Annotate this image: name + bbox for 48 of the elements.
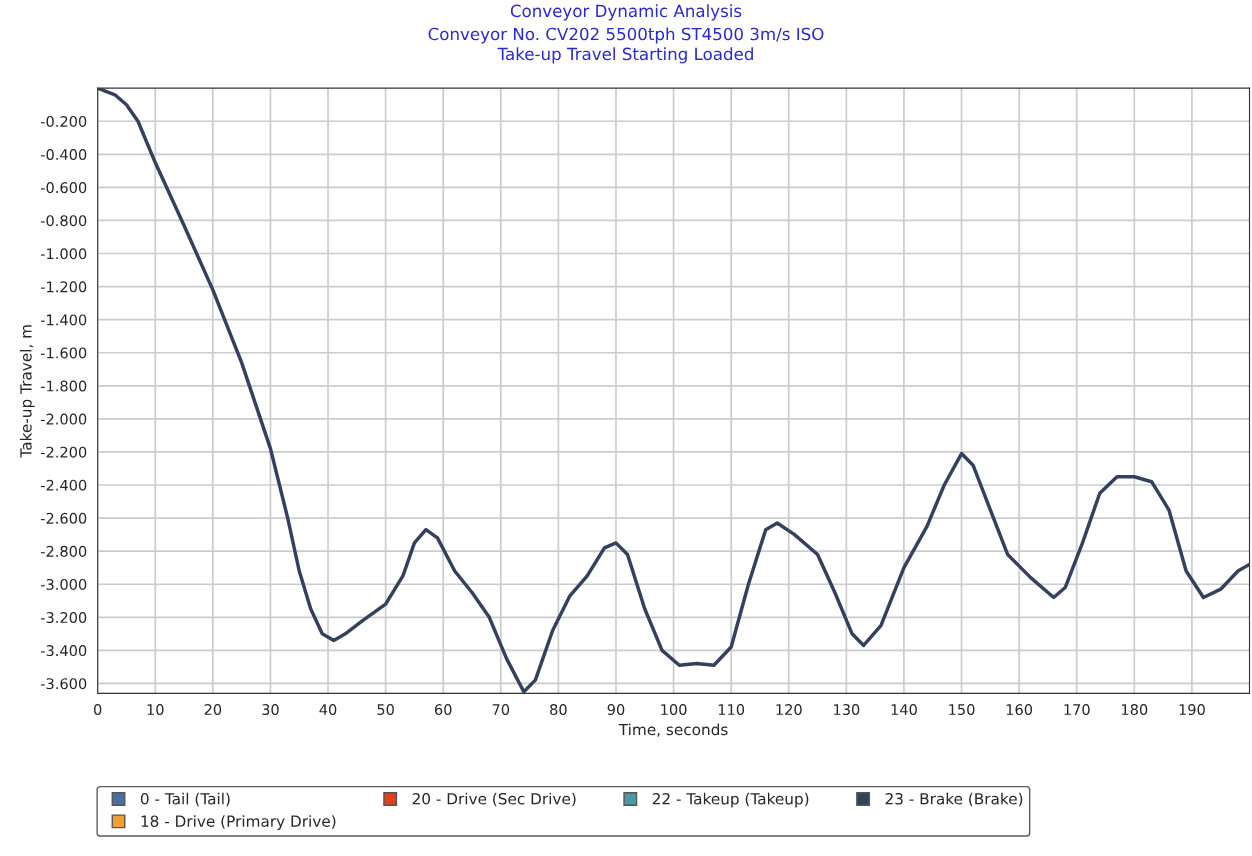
x-tick-label: 40	[319, 704, 337, 716]
x-tick-label: 140	[891, 704, 917, 716]
y-tick-label: -0.600	[40, 182, 87, 194]
y-tick-label: -0.800	[40, 215, 87, 227]
x-tick-label: 170	[1064, 704, 1090, 716]
y-tick-label: -3.400	[40, 645, 87, 657]
x-tick-label: 20	[204, 704, 222, 716]
x-tick-label: 30	[262, 704, 279, 716]
x-tick-label: 70	[492, 704, 510, 716]
y-tick-label: -2.600	[40, 512, 87, 524]
x-tick-label: 120	[776, 704, 802, 716]
legend-label: 22 - Takeup (Takeup)	[652, 792, 809, 808]
y-tick-label: -0.400	[40, 149, 87, 161]
x-tick-label: 110	[718, 704, 745, 716]
x-tick-label: 180	[1122, 704, 1148, 716]
y-tick-label: -3.600	[40, 678, 87, 690]
y-tick-label: -1.400	[40, 314, 87, 326]
legend-label: 18 - Drive (Primary Drive)	[141, 815, 336, 830]
y-tick-label: -2.200	[40, 446, 87, 458]
chart-subtitle: Conveyor No. CV202 5500tph ST4500 3m/s ISO Take-up Travel Starting Loaded	[428, 27, 824, 64]
chart-title: Conveyor Dynamic Analysis	[510, 4, 742, 21]
x-tick-label: 60	[434, 704, 452, 716]
x-tick-label: 0	[93, 704, 102, 716]
legend-label: 0 - Tail (Tail)	[140, 792, 230, 807]
legend-label: 23 - Brake (Brake)	[885, 792, 1023, 807]
y-tick-label: -3.000	[40, 578, 87, 590]
y-tick-label: -1.800	[40, 380, 87, 392]
x-tick-label: 80	[550, 704, 567, 716]
y-tick-label: -3.200	[40, 612, 87, 624]
x-tick-label: 50	[377, 704, 394, 716]
y-tick-label: -0.200	[40, 115, 87, 127]
y-tick-label: -1.600	[40, 347, 87, 359]
y-tick-label: -2.000	[40, 413, 87, 425]
x-tick-label: 190	[1179, 704, 1205, 716]
x-tick-label: 150	[949, 704, 975, 716]
y-tick-label: -2.400	[40, 479, 87, 491]
line-series	[97, 88, 1250, 694]
x-tick-label: 130	[834, 704, 860, 716]
x-tick-label: 160	[1006, 704, 1033, 716]
x-tick-label: 10	[147, 704, 164, 716]
y-tick-label: -2.800	[40, 545, 87, 557]
legend-label: 20 - Drive (Sec Drive)	[412, 792, 576, 807]
x-tick-label: 90	[607, 704, 625, 716]
y-axis-title: Take-up Travel, m	[19, 325, 35, 458]
x-axis-title: Time, seconds	[618, 723, 728, 737]
y-tick-label: -1.000	[40, 248, 87, 260]
y-tick-label: -1.200	[40, 281, 87, 293]
x-tick-label: 100	[661, 704, 687, 716]
